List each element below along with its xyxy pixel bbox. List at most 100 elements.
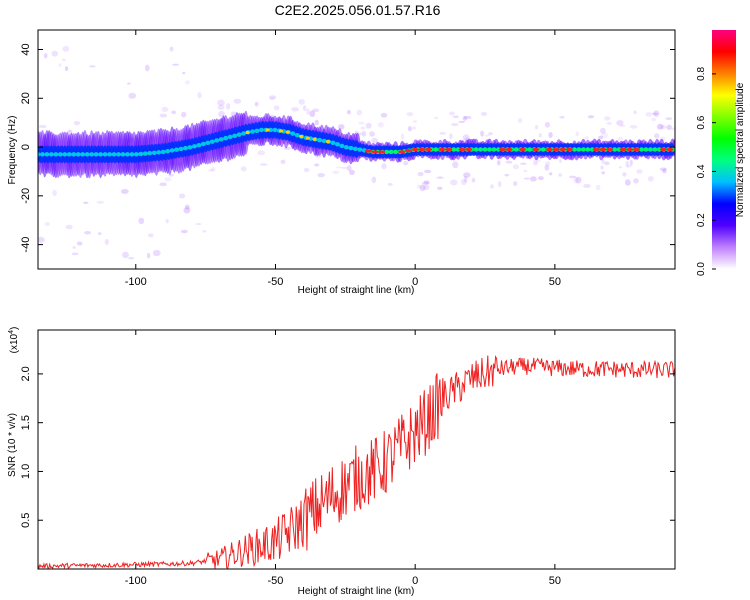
heatmap-cell — [505, 160, 513, 164]
heatmap-cell — [505, 147, 513, 152]
heatmap-cell — [62, 152, 68, 157]
heatmap-cell — [147, 150, 153, 156]
colorbar-tick-label: 0.2 — [696, 213, 707, 227]
colorbar-tick-label: 0.0 — [696, 262, 707, 276]
heatmap-cell — [364, 149, 372, 153]
heatmap-cell — [197, 92, 202, 99]
heatmap-cell — [573, 177, 579, 184]
heatmap-cell — [530, 176, 537, 182]
heatmap-cell — [484, 134, 490, 137]
heatmap-cell — [38, 124, 47, 129]
heatmap-cell — [651, 117, 657, 122]
heatmap-cell — [273, 105, 280, 111]
colorbar-tick-label: 0.8 — [696, 67, 707, 81]
heatmap-cell — [617, 136, 623, 142]
heatmap-cell — [478, 147, 484, 152]
heatmap-cell — [439, 131, 446, 135]
heatmap-cell — [44, 152, 50, 157]
heatmap-cell — [66, 152, 72, 157]
heatmap-cell — [259, 163, 268, 166]
heatmap-cell — [450, 123, 459, 126]
heatmap-cell — [71, 252, 79, 256]
snr-x-axis-label: Height of straight line (km) — [298, 586, 415, 597]
heatmap-cell — [393, 149, 399, 155]
heatmap-cell — [332, 170, 340, 175]
heatmap-cell — [489, 184, 495, 189]
heatmap-cell — [182, 72, 186, 75]
heatmap-cell — [217, 104, 225, 111]
heatmap-cell — [58, 63, 62, 67]
heatmap-cell — [538, 133, 542, 138]
heatmap-cell — [589, 147, 595, 152]
heatmap-cell — [120, 152, 126, 157]
colorbar-tick-label: 0.6 — [696, 115, 707, 129]
heatmap-cell — [357, 147, 363, 152]
snr-y-axis-label: SNR (10 * v/v) — [7, 413, 18, 477]
heatmap-cell — [488, 132, 493, 136]
heatmap-cell — [671, 127, 675, 131]
snr-frame — [37, 329, 676, 570]
heatmap-cell — [462, 134, 470, 141]
heatmap-cell — [102, 152, 108, 157]
heatmap-cell — [330, 140, 336, 145]
heatmap-cell — [268, 95, 277, 100]
heatmap-cell — [195, 223, 202, 226]
heatmap-cell — [434, 116, 439, 119]
heatmap-cell — [625, 160, 629, 168]
heatmap-cell — [659, 147, 667, 152]
heatmap-cell — [321, 138, 327, 144]
heatmap-cell — [51, 50, 59, 57]
heatmap-cell — [629, 125, 638, 129]
heatmap-cell — [462, 116, 467, 121]
heatmap-cell — [626, 164, 632, 168]
heatmap-cell — [98, 152, 104, 157]
heatmap-cell — [450, 179, 458, 186]
heatmap-cell — [558, 158, 563, 164]
heatmap-cell — [601, 159, 605, 165]
heatmap-cell — [207, 169, 215, 172]
heatmap-cell — [548, 132, 553, 138]
heatmap-cell — [406, 112, 414, 117]
heatmap-cell — [512, 164, 520, 170]
colorbar-label: Normalized spectral amplitude — [735, 82, 746, 217]
heatmap-cell — [378, 150, 386, 154]
heatmap-cell — [559, 147, 567, 152]
heatmap-cell — [636, 169, 643, 174]
heatmap-cell — [652, 147, 658, 152]
heatmap-cell — [169, 148, 175, 153]
heatmap-cell — [452, 115, 459, 119]
heatmap-cell — [360, 126, 366, 130]
heatmap-cell — [38, 152, 41, 157]
heatmap-cell — [314, 119, 319, 126]
heatmap-cell — [460, 178, 467, 186]
heatmap-cell — [576, 147, 582, 152]
heatmap-cell — [205, 140, 211, 146]
heatmap-cell — [236, 132, 242, 137]
heatmap-cell — [89, 65, 96, 68]
snr-y-tick-label: 1.0 — [20, 464, 32, 479]
heatmap-cell — [240, 166, 247, 172]
heatmap-cell — [458, 147, 466, 152]
heatmap-cell — [187, 145, 193, 150]
heatmap-cell — [129, 152, 135, 157]
heatmap-cell — [180, 229, 188, 234]
heatmap-cell — [622, 172, 627, 177]
heatmap-cell — [544, 161, 551, 166]
heatmap-cell — [111, 152, 117, 157]
heatmap-cell — [348, 145, 354, 151]
heatmap-cell — [346, 164, 352, 172]
spectrogram-heatmap — [38, 45, 675, 260]
colorbar-ticks: 0.0 0.2 0.4 0.6 0.8 — [696, 67, 716, 276]
heatmap-cell — [633, 178, 639, 184]
heatmap-cell — [223, 135, 229, 141]
heatmap-cell — [171, 110, 177, 115]
heatmap-cell — [280, 159, 286, 164]
heatmap-cell — [604, 161, 610, 166]
heatmap-cell — [305, 136, 310, 140]
heatmap-cell — [585, 147, 591, 152]
heatmap-cell — [411, 126, 417, 130]
heatmap-cell — [402, 161, 409, 166]
heatmap-cell — [624, 179, 631, 186]
heatmap-cell — [151, 150, 157, 155]
heatmap-cell — [250, 129, 256, 134]
